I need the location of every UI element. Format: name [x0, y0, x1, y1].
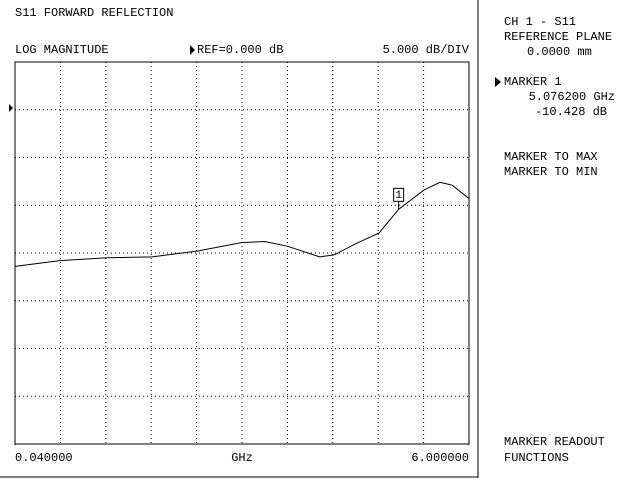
marker-title: MARKER 1 [504, 75, 562, 89]
title: S11 FORWARD REFLECTION [15, 6, 173, 20]
reference-plane: REFERENCE PLANE [504, 30, 612, 44]
trace [14, 181, 470, 267]
marker [393, 187, 405, 202]
x-tick-label: 6.000000 [411, 451, 469, 465]
marker-frequency: 5.076200 GHz [529, 90, 615, 104]
marker-value: -10.428 dB [535, 105, 607, 119]
x-axis-label: GHz [231, 451, 253, 465]
channel: CH 1 - S11 [504, 15, 576, 29]
format: LOG MAGNITUDE [15, 43, 109, 57]
menu-item[interactable]: MARKER TO MAX [504, 150, 598, 164]
footer: FUNCTIONS [504, 451, 569, 465]
reference-arrow [9, 104, 13, 112]
arrow [495, 77, 501, 87]
scale: 5.000 dB/DIV [383, 43, 470, 57]
reference: REF=0.000 dB [197, 43, 283, 57]
reference-plane-value: 0.0000 mm [527, 45, 592, 59]
plot-frame [14, 61, 470, 445]
menu-item[interactable]: MARKER TO MIN [504, 165, 598, 179]
arrow [190, 45, 195, 55]
x-tick-label: 0.040000 [15, 451, 73, 465]
footer: MARKER READOUT [504, 435, 605, 449]
marker-label: 1 [395, 190, 402, 202]
